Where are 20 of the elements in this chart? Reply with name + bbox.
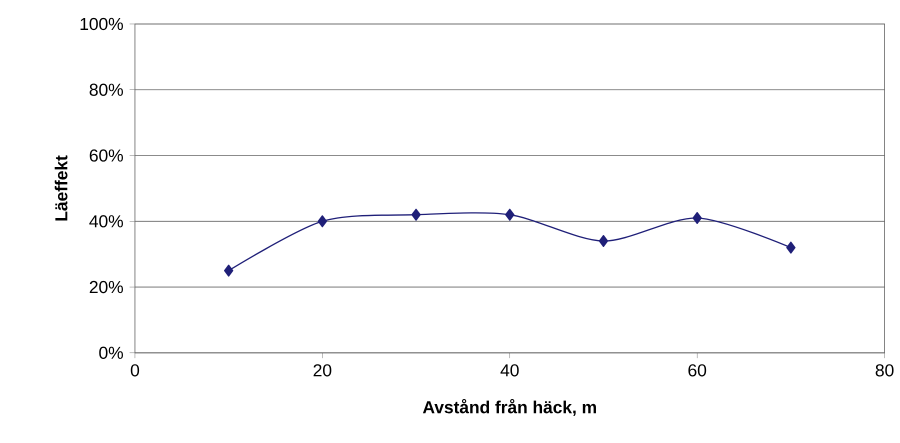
y-tick-label: 80% [90, 84, 123, 96]
x-tick-label: 60 [688, 364, 706, 377]
point [598, 235, 608, 248]
point [692, 212, 702, 224]
y-tick-label: 100% [80, 18, 123, 30]
y-tick-label: 0% [99, 346, 123, 360]
point [224, 264, 234, 277]
y-tick-label: 60% [90, 149, 123, 162]
x-tick-label: 40 [500, 364, 519, 377]
x-tick-label: 20 [314, 364, 332, 377]
y-tick-label: 20% [90, 281, 123, 294]
y-tick-label: 40% [89, 215, 123, 228]
x-axis-title: Avstånd från häck, m [422, 399, 596, 416]
point [318, 215, 328, 228]
point [786, 242, 796, 254]
y-axis-title: Läeffekt [54, 156, 68, 221]
x-tick-label: 80 [876, 364, 894, 377]
point [411, 208, 421, 221]
point [505, 208, 514, 221]
x-tick-label: 0 [130, 364, 140, 377]
